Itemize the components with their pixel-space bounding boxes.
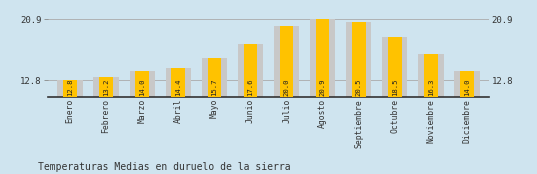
Bar — [388, 37, 402, 97]
Bar — [238, 44, 263, 97]
Bar — [424, 54, 438, 97]
Bar — [352, 22, 366, 97]
Bar — [310, 19, 335, 97]
Bar — [129, 71, 155, 97]
Text: 12.8: 12.8 — [67, 79, 73, 96]
Bar — [382, 37, 408, 97]
Bar — [202, 58, 227, 97]
Text: 13.2: 13.2 — [103, 79, 109, 96]
Text: 14.4: 14.4 — [175, 79, 182, 96]
Bar — [274, 26, 299, 97]
Bar — [244, 44, 257, 97]
Bar — [63, 80, 77, 97]
Bar — [316, 19, 330, 97]
Bar — [135, 71, 149, 97]
Text: 18.5: 18.5 — [392, 79, 398, 96]
Bar — [418, 54, 444, 97]
Bar — [99, 77, 113, 97]
Text: 14.0: 14.0 — [464, 79, 470, 96]
Text: 14.0: 14.0 — [139, 79, 145, 96]
Text: Temperaturas Medias en duruelo de la sierra: Temperaturas Medias en duruelo de la sie… — [38, 162, 290, 172]
Bar — [207, 58, 221, 97]
Bar — [454, 71, 480, 97]
Text: 16.3: 16.3 — [428, 79, 434, 96]
Bar — [346, 22, 372, 97]
Text: 20.5: 20.5 — [355, 79, 362, 96]
Text: 20.0: 20.0 — [284, 79, 289, 96]
Bar — [171, 68, 185, 97]
Bar — [460, 71, 474, 97]
Bar — [165, 68, 191, 97]
Bar — [280, 26, 293, 97]
Bar — [93, 77, 119, 97]
Text: 15.7: 15.7 — [212, 79, 217, 96]
Bar — [57, 80, 83, 97]
Text: 17.6: 17.6 — [248, 79, 253, 96]
Text: 20.9: 20.9 — [320, 79, 325, 96]
